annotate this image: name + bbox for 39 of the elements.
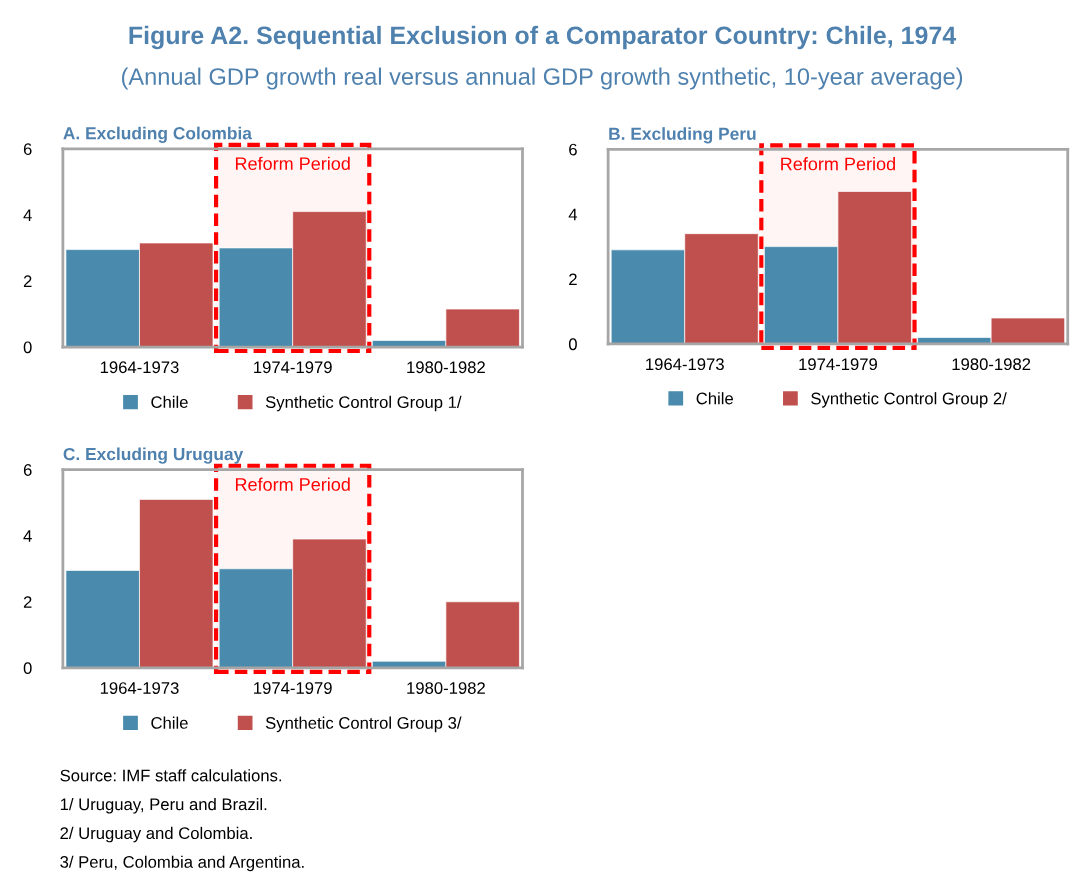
legend-label: Synthetic Control Group 2/ <box>811 392 1007 408</box>
source-note: Source: IMF staff calculations. <box>60 769 282 782</box>
y-tick-label: 0 <box>568 338 577 351</box>
y-tick-label: 0 <box>23 662 32 675</box>
y-tick-label: 2 <box>23 275 32 287</box>
x-tick-label: 1980-1982 <box>952 358 1031 371</box>
band-label: Reform Period <box>235 156 350 171</box>
legend-label: Chile <box>696 392 733 405</box>
text: 1/ Uruguay, Peru and Brazil. <box>60 798 267 814</box>
x-tick-label: 1964-1973 <box>100 361 179 374</box>
x-tick-label: 1980-1982 <box>407 361 485 374</box>
x-tick-label: 1974-1979 <box>799 358 877 371</box>
legend-label: Chile <box>151 716 188 729</box>
text: 2/ Uruguay and Colombia. <box>60 826 252 843</box>
x-tick-label: 1974-1979 <box>254 361 332 374</box>
text: 3/ Peru, Colombia and Argentina. <box>60 855 304 872</box>
x-tick-label: 1964-1973 <box>100 682 179 694</box>
band-label: Reform Period <box>781 157 895 171</box>
legend-label: Synthetic Control Group 1/ <box>265 395 462 412</box>
y-tick-label: 2 <box>569 273 577 286</box>
text: (Annual GDP growth real versus annual GDP growth synthetic, 10-year average) <box>121 67 963 90</box>
y-tick-label: 6 <box>569 143 577 156</box>
y-tick-label: 4 <box>23 530 32 542</box>
y-tick-label: 2 <box>23 596 32 608</box>
chart-title: A. Excluding Colombia <box>63 126 253 143</box>
chart-title: B. Excluding Peru <box>609 127 756 144</box>
y-tick-label: 6 <box>23 464 32 476</box>
legend-label: Chile <box>151 395 188 409</box>
y-tick-label: 4 <box>23 209 32 221</box>
y-tick-label: 0 <box>23 341 32 354</box>
text: Figure A2. Sequential Exclusion of a Comparator Country: Chile, 1974 <box>129 25 957 50</box>
x-tick-label: 1974-1979 <box>254 682 332 694</box>
band-label: Reform Period <box>235 477 350 491</box>
y-tick-label: 6 <box>23 143 32 156</box>
x-tick-label: 1980-1982 <box>407 682 485 694</box>
y-tick-label: 4 <box>568 208 578 221</box>
x-tick-label: 1964-1973 <box>646 358 724 371</box>
legend-label: Synthetic Control Group 3/ <box>265 716 462 733</box>
chart-title: C. Excluding Uruguay <box>63 447 244 464</box>
